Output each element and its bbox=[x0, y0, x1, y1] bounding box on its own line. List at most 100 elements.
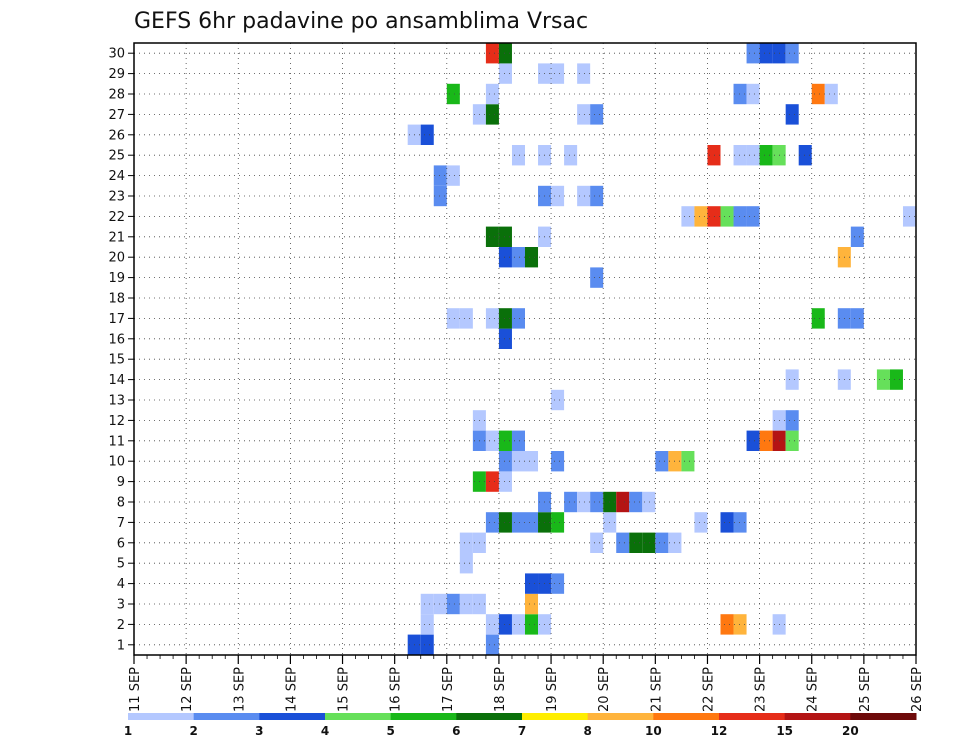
heatmap-cell bbox=[498, 471, 512, 492]
legend-label: 12 bbox=[711, 724, 728, 738]
heatmap-cell bbox=[876, 369, 890, 390]
x-tick-label: 18 SEP bbox=[493, 667, 508, 712]
legend-swatch bbox=[784, 713, 851, 720]
x-tick-label: 23 SEP bbox=[754, 667, 769, 712]
legend-label: 5 bbox=[386, 724, 394, 738]
heatmap-cell bbox=[681, 451, 695, 472]
heatmap-cell bbox=[525, 573, 539, 594]
heatmap-cell bbox=[433, 185, 447, 207]
heatmap-cell bbox=[694, 206, 708, 227]
heatmap-cell bbox=[655, 451, 669, 472]
heatmap-cell bbox=[485, 43, 499, 64]
heatmap-cell bbox=[459, 553, 473, 574]
color-legend: 1 2 3 4 5 6 7 8 10 12 15 20 bbox=[124, 713, 917, 738]
y-tick-label: 2 bbox=[117, 618, 125, 633]
y-tick-label: 26 bbox=[108, 128, 125, 143]
heatmap-cell bbox=[733, 83, 747, 105]
heatmap-cell bbox=[551, 389, 565, 411]
heatmap-cell bbox=[759, 43, 773, 64]
heatmap-cell bbox=[433, 593, 447, 615]
heatmap-cell bbox=[420, 124, 434, 145]
heatmap-cell bbox=[746, 83, 760, 105]
heatmap-cell bbox=[525, 593, 539, 615]
x-tick-label: 12 SEP bbox=[180, 667, 195, 712]
heatmap-cell bbox=[511, 451, 525, 472]
heatmap-cell bbox=[590, 491, 604, 513]
legend-swatch bbox=[587, 713, 654, 720]
heatmap-cell bbox=[498, 226, 512, 247]
heatmap-cell bbox=[577, 491, 591, 513]
heatmap-cells bbox=[407, 43, 916, 655]
heatmap-cell bbox=[511, 308, 525, 329]
heatmap-cell bbox=[811, 83, 825, 105]
legend-label: 10 bbox=[645, 724, 662, 738]
heatmap-cell bbox=[811, 308, 825, 329]
heatmap-cell bbox=[485, 430, 499, 451]
heatmap-cell bbox=[850, 308, 864, 329]
heatmap-cell bbox=[433, 165, 447, 186]
legend-swatch bbox=[193, 713, 260, 720]
heatmap-cell bbox=[459, 593, 473, 615]
heatmap-cell bbox=[642, 491, 656, 513]
heatmap-cell bbox=[733, 512, 747, 533]
y-tick-label: 7 bbox=[117, 516, 125, 531]
heatmap-cell bbox=[746, 43, 760, 64]
y-tick-label: 14 bbox=[108, 373, 125, 388]
heatmap-cell bbox=[485, 104, 499, 125]
heatmap-cell bbox=[498, 451, 512, 472]
legend-label: 1 bbox=[124, 724, 132, 738]
heatmap-cell bbox=[498, 512, 512, 533]
heatmap-cell bbox=[525, 512, 539, 533]
legend-label: 3 bbox=[255, 724, 263, 738]
y-tick-label: 24 bbox=[108, 169, 125, 184]
heatmap-cell bbox=[498, 247, 512, 268]
heatmap-cell bbox=[590, 267, 604, 288]
heatmap-cell bbox=[551, 512, 565, 533]
heatmap-cell bbox=[850, 226, 864, 247]
heatmap-cell bbox=[746, 145, 760, 166]
y-tick-label: 12 bbox=[108, 414, 125, 429]
heatmap-cell bbox=[420, 634, 434, 655]
heatmap-cell bbox=[824, 83, 838, 105]
y-tick-label: 4 bbox=[117, 577, 125, 592]
heatmap-cell bbox=[485, 308, 499, 329]
heatmap-cell bbox=[759, 430, 773, 451]
legend-label: 4 bbox=[321, 724, 329, 738]
y-tick-label: 25 bbox=[108, 149, 125, 164]
heatmap-cell bbox=[485, 614, 499, 635]
y-tick-label: 6 bbox=[117, 536, 125, 551]
heatmap-cell bbox=[485, 471, 499, 492]
heatmap-cell bbox=[420, 593, 434, 615]
heatmap-cell bbox=[681, 206, 695, 227]
y-tick-label: 3 bbox=[117, 598, 125, 613]
heatmap-cell bbox=[785, 43, 799, 64]
gridlines bbox=[134, 43, 916, 655]
y-axis: 1234567891011121314151617181920212223242… bbox=[108, 47, 134, 653]
legend-swatch bbox=[850, 713, 917, 720]
heatmap-cell bbox=[498, 43, 512, 64]
heatmap-cell bbox=[525, 451, 539, 472]
heatmap-cell bbox=[798, 145, 812, 166]
heatmap-cell bbox=[511, 512, 525, 533]
y-tick-label: 11 bbox=[108, 434, 125, 449]
legend-label: 15 bbox=[776, 724, 793, 738]
heatmap-cell bbox=[446, 165, 460, 186]
legend-swatch bbox=[522, 713, 589, 720]
heatmap-cell bbox=[498, 308, 512, 329]
heatmap-cell bbox=[629, 532, 643, 553]
heatmap-cell bbox=[759, 145, 773, 166]
heatmap-cell bbox=[485, 226, 499, 247]
heatmap-cell bbox=[498, 328, 512, 349]
heatmap-cell bbox=[551, 185, 565, 207]
heatmap-cell bbox=[785, 369, 799, 390]
heatmap-cell bbox=[733, 145, 747, 166]
x-tick-label: 11 SEP bbox=[128, 667, 143, 712]
heatmap-cell bbox=[889, 369, 903, 390]
legend-label: 8 bbox=[583, 724, 591, 738]
heatmap-cell bbox=[733, 614, 747, 635]
heatmap-cell bbox=[707, 145, 721, 166]
y-tick-label: 21 bbox=[108, 230, 125, 245]
x-tick-label: 16 SEP bbox=[389, 667, 404, 712]
heatmap-cell bbox=[420, 614, 434, 635]
